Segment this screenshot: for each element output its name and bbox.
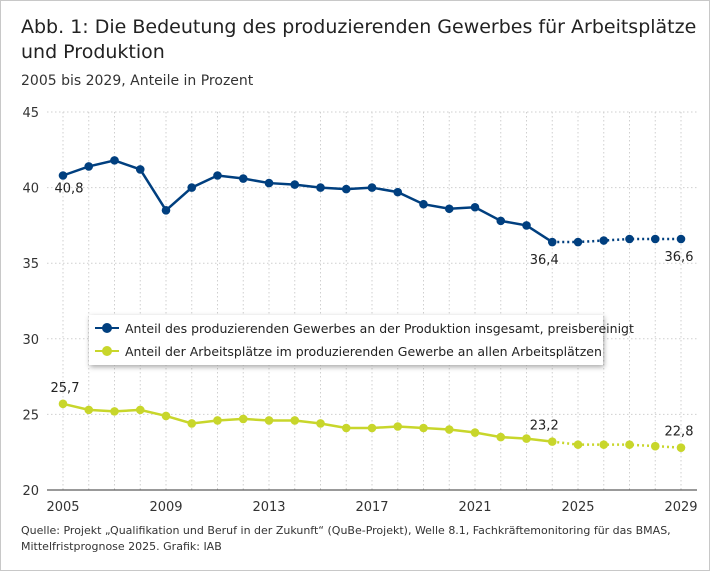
legend: Anteil des produzierenden Gewerbes an de… [89,315,634,365]
data-point [238,174,248,183]
data-point [650,234,660,244]
source-note: Quelle: Projekt „Qualifikation und Beruf… [21,524,671,553]
data-label: 25,7 [51,381,80,396]
data-point [290,180,300,189]
data-point [187,183,197,192]
legend-swatch-jobs [95,346,119,356]
data-point [444,425,454,434]
data-point [393,422,403,431]
data-label: 36,6 [665,250,694,265]
data-point [625,234,634,244]
data-point [573,237,583,247]
data-label: 23,2 [530,419,559,434]
data-point [522,221,531,230]
series-forecast-line-1 [552,440,682,449]
data-point [110,156,119,165]
x-tick-label: 2013 [252,500,285,515]
x-tick-label: 2009 [149,500,182,515]
data-point [367,423,377,433]
y-tick-label: 20 [22,484,39,499]
data-point [444,204,454,214]
x-tick-label: 2029 [664,500,697,515]
data-point [187,419,197,428]
data-point [161,411,171,421]
legend-label-production: Anteil des produzierenden Gewerbes an de… [125,320,634,336]
data-point [110,407,119,416]
data-label: 40,8 [55,182,84,197]
x-tick-label: 2017 [355,500,388,515]
data-point [341,184,351,194]
data-point [161,205,171,215]
data-label: 22,8 [665,425,694,440]
legend-label-jobs: Anteil der Arbeitsplätze im produzierend… [125,343,602,359]
data-point [496,216,506,226]
series-forecast-line-0 [552,237,681,244]
data-point [213,416,222,425]
data-point [419,423,428,433]
data-point [367,183,377,192]
series-line-1 [62,402,553,443]
y-tick-label: 35 [22,257,39,272]
data-point [599,440,609,449]
chart-title: Abb. 1: Die Bedeutung des produzierenden… [21,16,697,63]
data-point [213,171,222,180]
series-line-0 [62,159,553,244]
chart-subtitle: 2005 bis 2029, Anteile in Prozent [21,73,254,89]
data-point [238,414,248,424]
data-point [264,178,274,188]
data-point [290,416,300,425]
x-tick-label: 2021 [458,500,491,515]
data-label: 36,4 [530,253,559,268]
data-point [470,202,480,212]
data-point [135,405,145,415]
data-point [419,199,428,209]
data-point [650,441,660,451]
data-point [316,419,325,428]
data-point [84,162,94,171]
data-point [522,434,531,443]
data-point [135,165,145,174]
data-point [341,423,351,433]
x-tick-label: 2025 [561,500,594,515]
data-point [547,437,557,446]
data-point [599,236,609,245]
legend-item-jobs: Anteil der Arbeitsplätze im produzierend… [95,342,602,360]
data-point [547,237,557,247]
y-tick-label: 45 [22,106,39,121]
data-point [316,183,325,192]
data-point [470,428,480,437]
data-point [573,440,583,449]
y-tick-label: 40 [22,182,39,197]
x-tick-label: 2005 [46,500,79,515]
data-point [58,171,68,180]
legend-item-production: Anteil des produzierenden Gewerbes an de… [95,319,634,337]
data-point [676,234,686,244]
data-point [676,443,686,452]
data-point [264,416,274,425]
y-tick-label: 25 [22,408,39,423]
data-point [84,405,94,415]
legend-swatch-production [95,323,119,333]
data-point [58,399,68,409]
data-point [625,440,634,449]
data-point [393,187,403,197]
data-point [496,432,506,442]
y-tick-label: 30 [22,333,39,348]
